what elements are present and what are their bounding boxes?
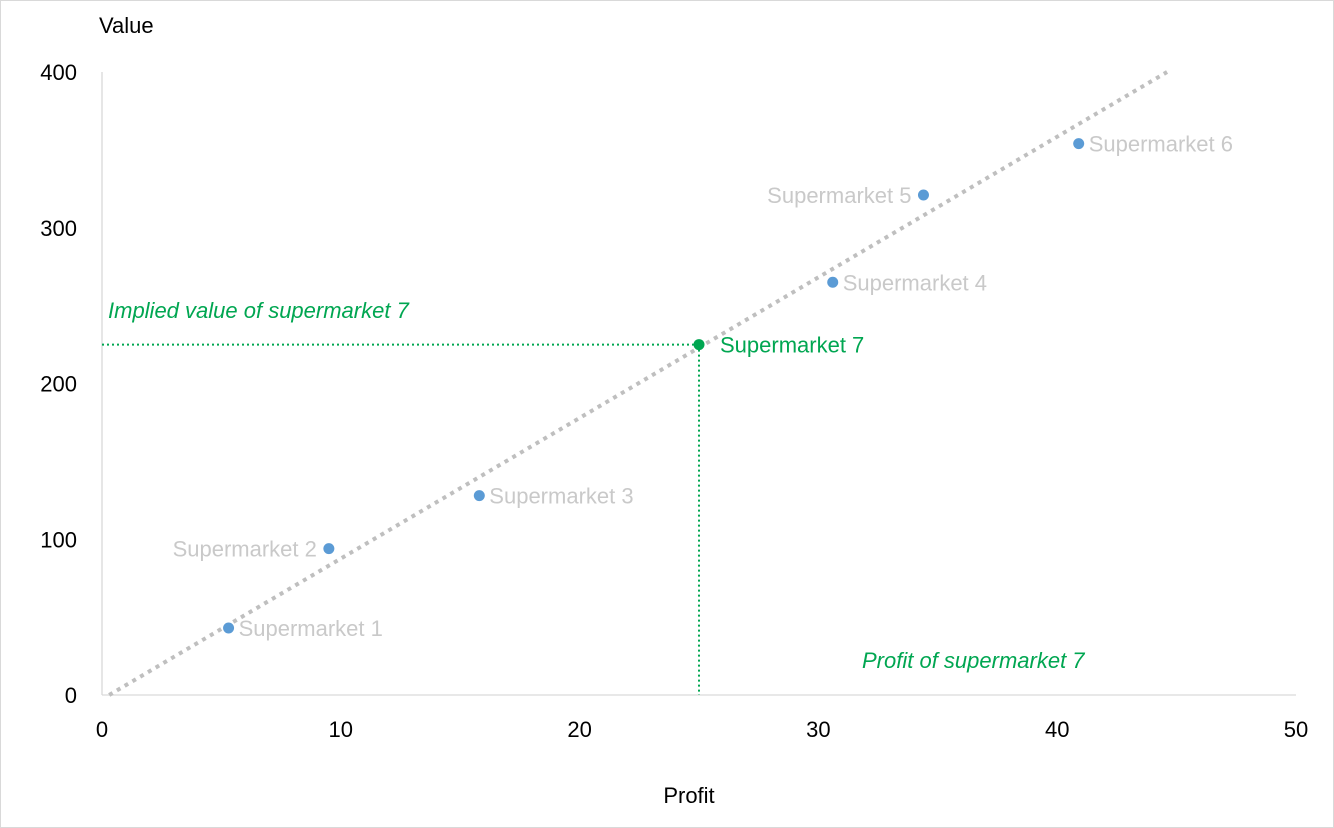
data-point [1073, 138, 1085, 150]
x-tick-label: 50 [1284, 717, 1308, 742]
data-points [223, 138, 1085, 634]
trendline-layer [108, 70, 1169, 697]
point-labels: Supermarket 1 Supermarket 2 Supermarket 3 S… [173, 132, 1233, 641]
highlight-point [693, 339, 705, 351]
point-label: Supermarket 5 [767, 183, 911, 208]
y-tick-label: 400 [40, 60, 77, 85]
point-label: Supermarket 4 [843, 270, 987, 295]
guide-lines [102, 343, 700, 695]
highlight-point-label: Supermarket 7 [720, 333, 864, 358]
point-label: Supermarket 6 [1089, 132, 1233, 157]
annotation-profit: Profit of supermarket 7 [862, 648, 1085, 673]
point-label: Supermarket 1 [239, 616, 383, 641]
tick-labels: 0 10 20 30 40 50 0 100 200 300 400 [40, 60, 1308, 742]
x-tick-label: 40 [1045, 717, 1069, 742]
data-point [323, 543, 335, 555]
data-point [827, 276, 839, 288]
y-tick-label: 200 [40, 372, 77, 397]
x-axis-title: Profit [663, 783, 714, 808]
x-tick-label: 10 [329, 717, 353, 742]
point-label: Supermarket 2 [173, 537, 317, 562]
y-tick-label: 100 [40, 527, 77, 552]
x-tick-label: 20 [567, 717, 591, 742]
trendline [108, 70, 1169, 697]
data-point [223, 622, 235, 634]
x-tick-label: 30 [806, 717, 830, 742]
y-tick-label: 0 [65, 683, 77, 708]
data-point [917, 189, 929, 201]
y-tick-label: 300 [40, 216, 77, 241]
y-axis-title: Value [99, 13, 154, 38]
x-tick-label: 0 [96, 717, 108, 742]
point-label: Supermarket 3 [489, 484, 633, 509]
data-point [473, 490, 485, 502]
annotation-implied-value: Implied value of supermarket 7 [108, 298, 410, 323]
